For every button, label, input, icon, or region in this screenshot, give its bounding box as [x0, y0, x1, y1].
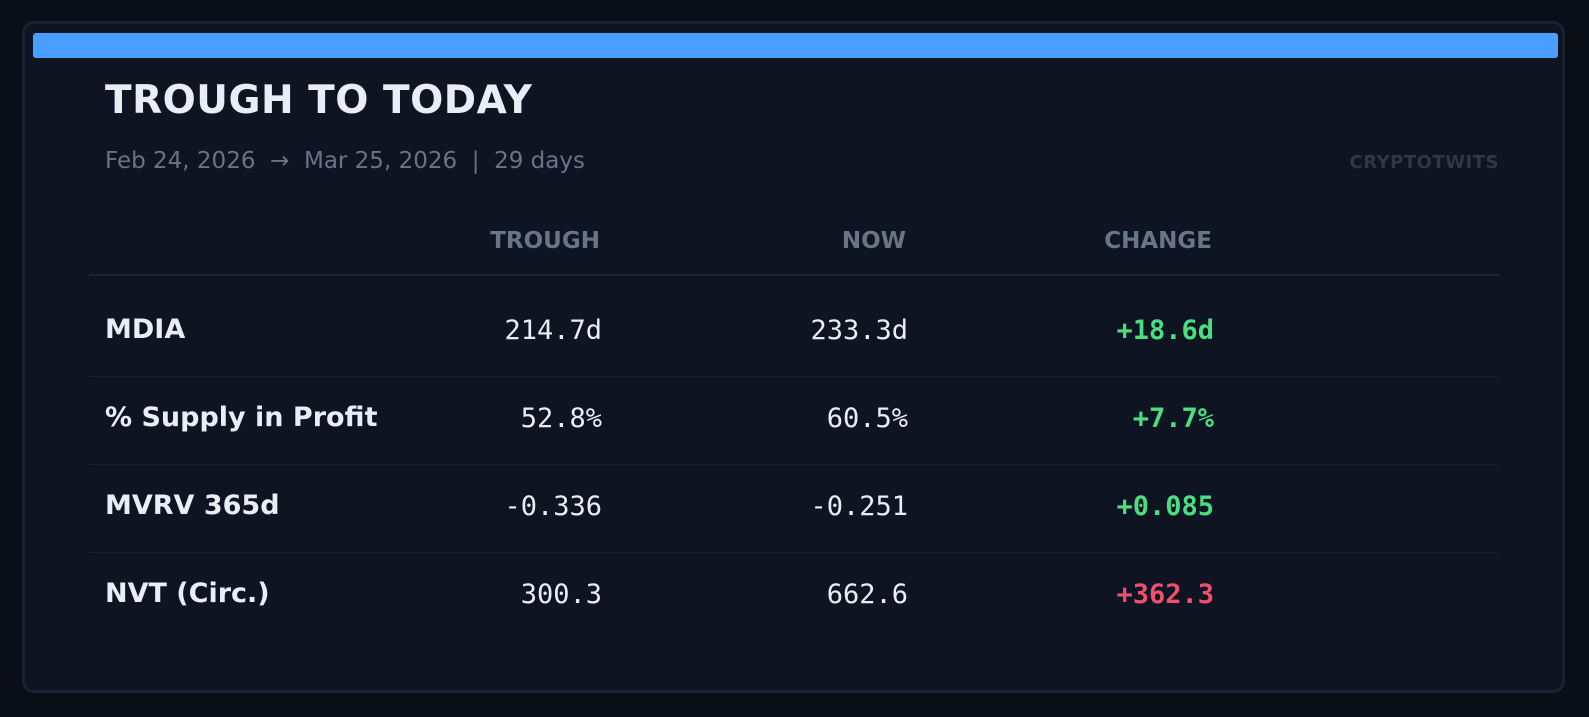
- table-row: % Supply in Profit 52.8% 60.5% +7.7%: [89, 376, 1499, 465]
- table-row: MVRV 365d -0.336 -0.251 +0.085: [89, 464, 1499, 553]
- column-header-trough: TROUGH: [490, 228, 600, 254]
- change-value: +0.085: [1116, 491, 1214, 522]
- trough-value: -0.336: [504, 491, 602, 522]
- now-value: 662.6: [826, 579, 908, 610]
- metric-label: MVRV 365d: [105, 490, 280, 521]
- table-row: NVT (Circ.) 300.3 662.6 +362.3: [89, 552, 1499, 641]
- row-divider: [89, 552, 1499, 553]
- trough-value: 52.8%: [520, 403, 602, 434]
- now-value: 60.5%: [826, 403, 908, 434]
- now-value: 233.3d: [810, 315, 908, 346]
- metric-label: NVT (Circ.): [105, 578, 270, 609]
- trough-value: 214.7d: [504, 315, 602, 346]
- row-divider: [89, 464, 1499, 465]
- column-header-now: NOW: [841, 228, 906, 254]
- accent-bar: [33, 33, 1558, 58]
- change-value: +18.6d: [1116, 315, 1214, 346]
- brand-watermark: CRYPTOTWITS: [1349, 152, 1499, 173]
- now-value: -0.251: [810, 491, 908, 522]
- table-row: MDIA 214.7d 233.3d +18.6d: [89, 288, 1499, 377]
- date-range-subtitle: Feb 24, 2026 → Mar 25, 2026 | 29 days: [105, 148, 585, 174]
- summary-card: TROUGH TO TODAY Feb 24, 2026 → Mar 25, 2…: [22, 21, 1565, 693]
- change-value: +7.7%: [1132, 403, 1214, 434]
- column-header-change: CHANGE: [1104, 228, 1212, 254]
- page-title: TROUGH TO TODAY: [105, 78, 533, 123]
- trough-value: 300.3: [520, 579, 602, 610]
- change-value: +362.3: [1116, 579, 1214, 610]
- row-divider: [89, 376, 1499, 377]
- metric-label: % Supply in Profit: [105, 402, 378, 433]
- header-divider: [89, 274, 1499, 276]
- metric-label: MDIA: [105, 314, 186, 345]
